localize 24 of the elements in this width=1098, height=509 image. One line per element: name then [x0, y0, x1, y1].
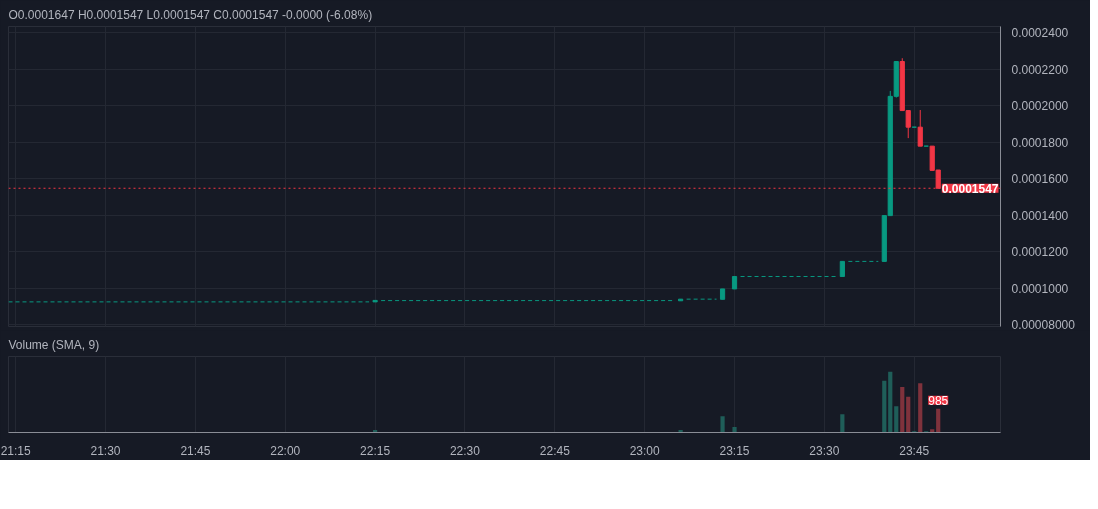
x-tick-label: 22:45 — [539, 443, 571, 458]
x-tick-label: 23:45 — [899, 443, 930, 458]
chart-title: O0.0001647 H0.0001547 L0.0001547 C0.0001547 -0.0000 (-6.08%) — [8, 7, 373, 22]
y-tick-label: 0.0002000 — [1011, 99, 1069, 114]
x-tick-label: 22:30 — [449, 443, 481, 458]
x-tick-label: 23:15 — [719, 443, 750, 458]
x-tick-label: 22:00 — [270, 443, 301, 458]
x-tick-label: 21:30 — [90, 443, 121, 458]
y-tick-label: 0.00008000 — [1011, 317, 1076, 332]
y-tick-label: 0.0001400 — [1011, 208, 1069, 223]
x-tick-label: 23:00 — [629, 443, 661, 458]
y-tick-label: 0.0001000 — [1011, 281, 1069, 296]
y-tick-label: 0.0002200 — [1011, 62, 1069, 77]
y-tick-label: 0.0001200 — [1011, 245, 1069, 260]
ref-line-label: 0.0001547 — [941, 181, 999, 196]
chart-title: Volume (SMA, 9) — [8, 337, 100, 352]
y-tick-label: 0.0001600 — [1011, 172, 1069, 187]
x-tick-label: 21:45 — [180, 443, 211, 458]
y-tick-label: 0.0002400 — [1011, 26, 1069, 41]
x-tick-label: 22:15 — [360, 443, 391, 458]
x-tick-label: 23:30 — [809, 443, 840, 458]
data-label: 985 — [928, 393, 949, 408]
y-tick-label: 0.0001800 — [1011, 135, 1069, 150]
x-tick-label: 21:15 — [0, 443, 32, 458]
